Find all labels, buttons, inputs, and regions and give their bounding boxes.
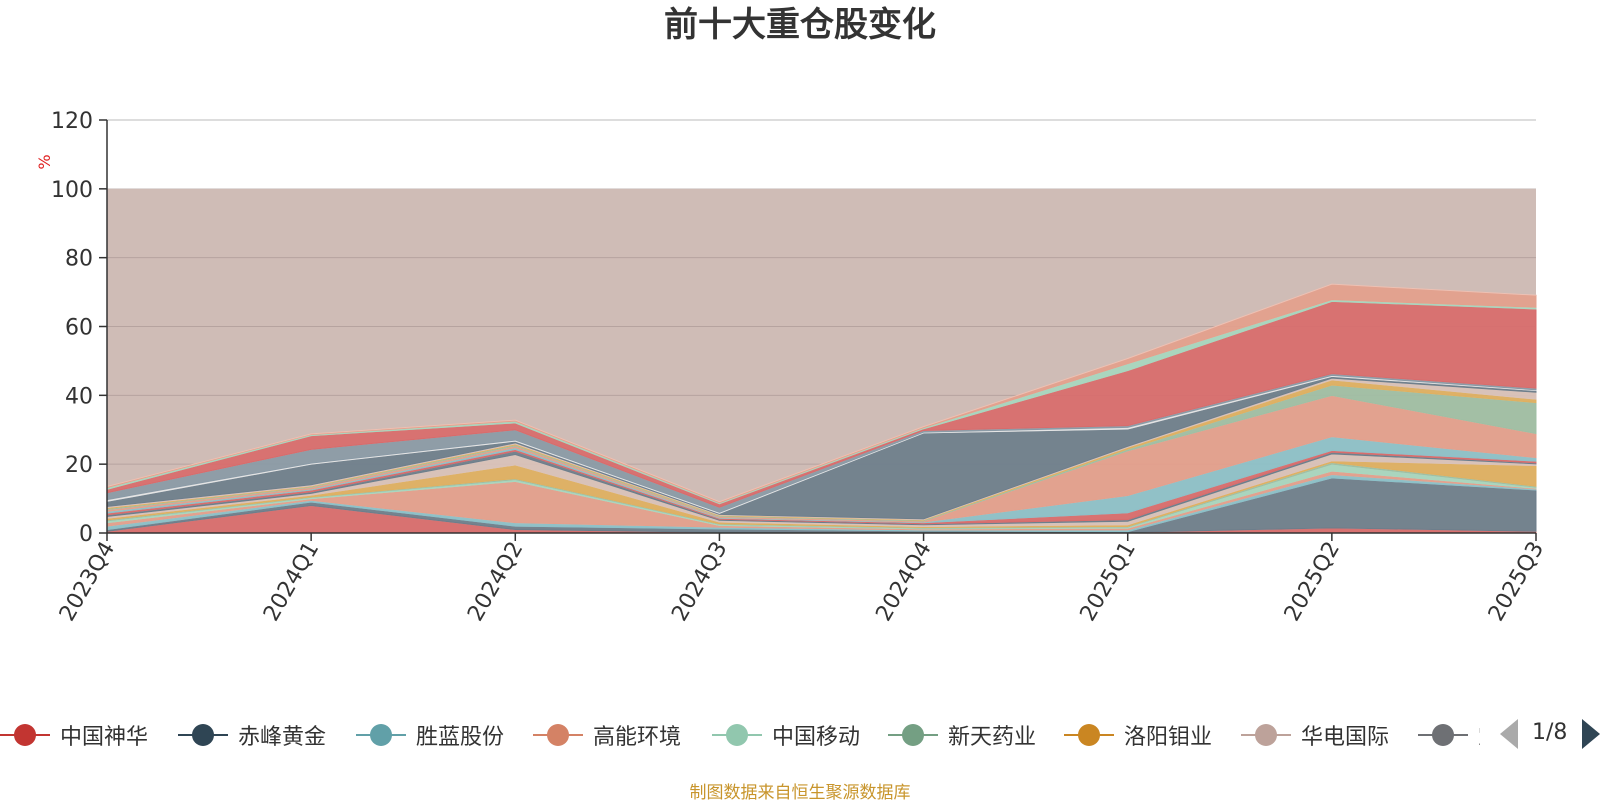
legend-marker-icon bbox=[1064, 724, 1114, 746]
y-tick-label-120: 120 bbox=[51, 109, 93, 134]
y-tick-label-100: 100 bbox=[51, 178, 93, 203]
legend-label-4: 中国移动 bbox=[772, 725, 861, 750]
legend-marker-icon bbox=[1241, 724, 1291, 746]
legend-label-8: 宝丰能源 bbox=[1478, 719, 1480, 751]
legend-label-2: 胜蓝股份 bbox=[416, 725, 505, 750]
legend-item-4[interactable]: 中国移动 bbox=[712, 718, 860, 752]
legend-item-5[interactable]: 新天药业 bbox=[888, 718, 1036, 752]
stacked-areas bbox=[106, 188, 1537, 534]
x-tick-label-2: 2024Q2 bbox=[463, 538, 528, 626]
legend-marker-icon bbox=[712, 724, 762, 746]
y-tick-label-0: 0 bbox=[79, 522, 93, 547]
legend-label-6: 洛阳钼业 bbox=[1124, 725, 1213, 750]
x-tick-label-0: 2023Q4 bbox=[55, 538, 120, 626]
legend-label-3: 高能环境 bbox=[593, 725, 682, 750]
legend-item-7[interactable]: 华电国际 bbox=[1241, 718, 1389, 752]
legend-label-0: 中国神华 bbox=[60, 725, 149, 750]
y-tick-label-20: 20 bbox=[65, 453, 93, 478]
x-tick-label-3: 2024Q3 bbox=[667, 538, 732, 626]
y-tick-label-80: 80 bbox=[65, 247, 93, 272]
y-tick-label-40: 40 bbox=[65, 384, 93, 409]
area-series-20 bbox=[106, 283, 1537, 504]
legend: 中国神华 赤峰黄金 胜蓝股份 高能环境 中国移动 新天药业 洛阳钼业 华电国际 宝丰能源 bbox=[0, 718, 1480, 752]
legend-marker-icon bbox=[888, 724, 938, 746]
x-tick-label-4: 2024Q4 bbox=[871, 538, 936, 626]
legend-item-0[interactable]: 中国神华 bbox=[0, 718, 148, 752]
pager-prev-icon[interactable] bbox=[1500, 719, 1518, 749]
x-tick-label-5: 2025Q1 bbox=[1076, 538, 1141, 626]
pager-next-icon[interactable] bbox=[1582, 719, 1600, 749]
legend-label-1: 赤峰黄金 bbox=[238, 725, 327, 750]
legend-item-6[interactable]: 洛阳钼业 bbox=[1064, 718, 1212, 752]
legend-item-1[interactable]: 赤峰黄金 bbox=[178, 718, 326, 752]
legend-item-3[interactable]: 高能环境 bbox=[533, 718, 681, 752]
y-axis-label: % bbox=[35, 154, 54, 169]
legend-marker-icon bbox=[0, 724, 50, 746]
y-tick-label-60: 60 bbox=[65, 316, 93, 341]
x-tick-label-6: 2025Q2 bbox=[1280, 538, 1345, 626]
x-tick-label-7: 2025Q3 bbox=[1484, 538, 1549, 626]
legend-item-8[interactable]: 宝丰能源 bbox=[1418, 718, 1480, 752]
chart-title: 前十大重仓股变化 bbox=[664, 5, 936, 45]
legend-label-5: 新天药业 bbox=[948, 725, 1037, 750]
legend-marker-icon bbox=[1418, 724, 1468, 746]
area-line-20 bbox=[106, 283, 1537, 503]
legend-marker-icon bbox=[178, 724, 228, 746]
legend-item-2[interactable]: 胜蓝股份 bbox=[356, 718, 504, 752]
x-tick-label-1: 2024Q1 bbox=[259, 538, 324, 626]
legend-label-7: 华电国际 bbox=[1301, 725, 1390, 750]
legend-marker-icon bbox=[533, 724, 583, 746]
source-note: 制图数据来自恒生聚源数据库 bbox=[689, 783, 911, 803]
legend-pager: 1/8 bbox=[1500, 716, 1600, 752]
pager-text: 1/8 bbox=[1532, 720, 1568, 745]
legend-marker-icon bbox=[356, 724, 406, 746]
